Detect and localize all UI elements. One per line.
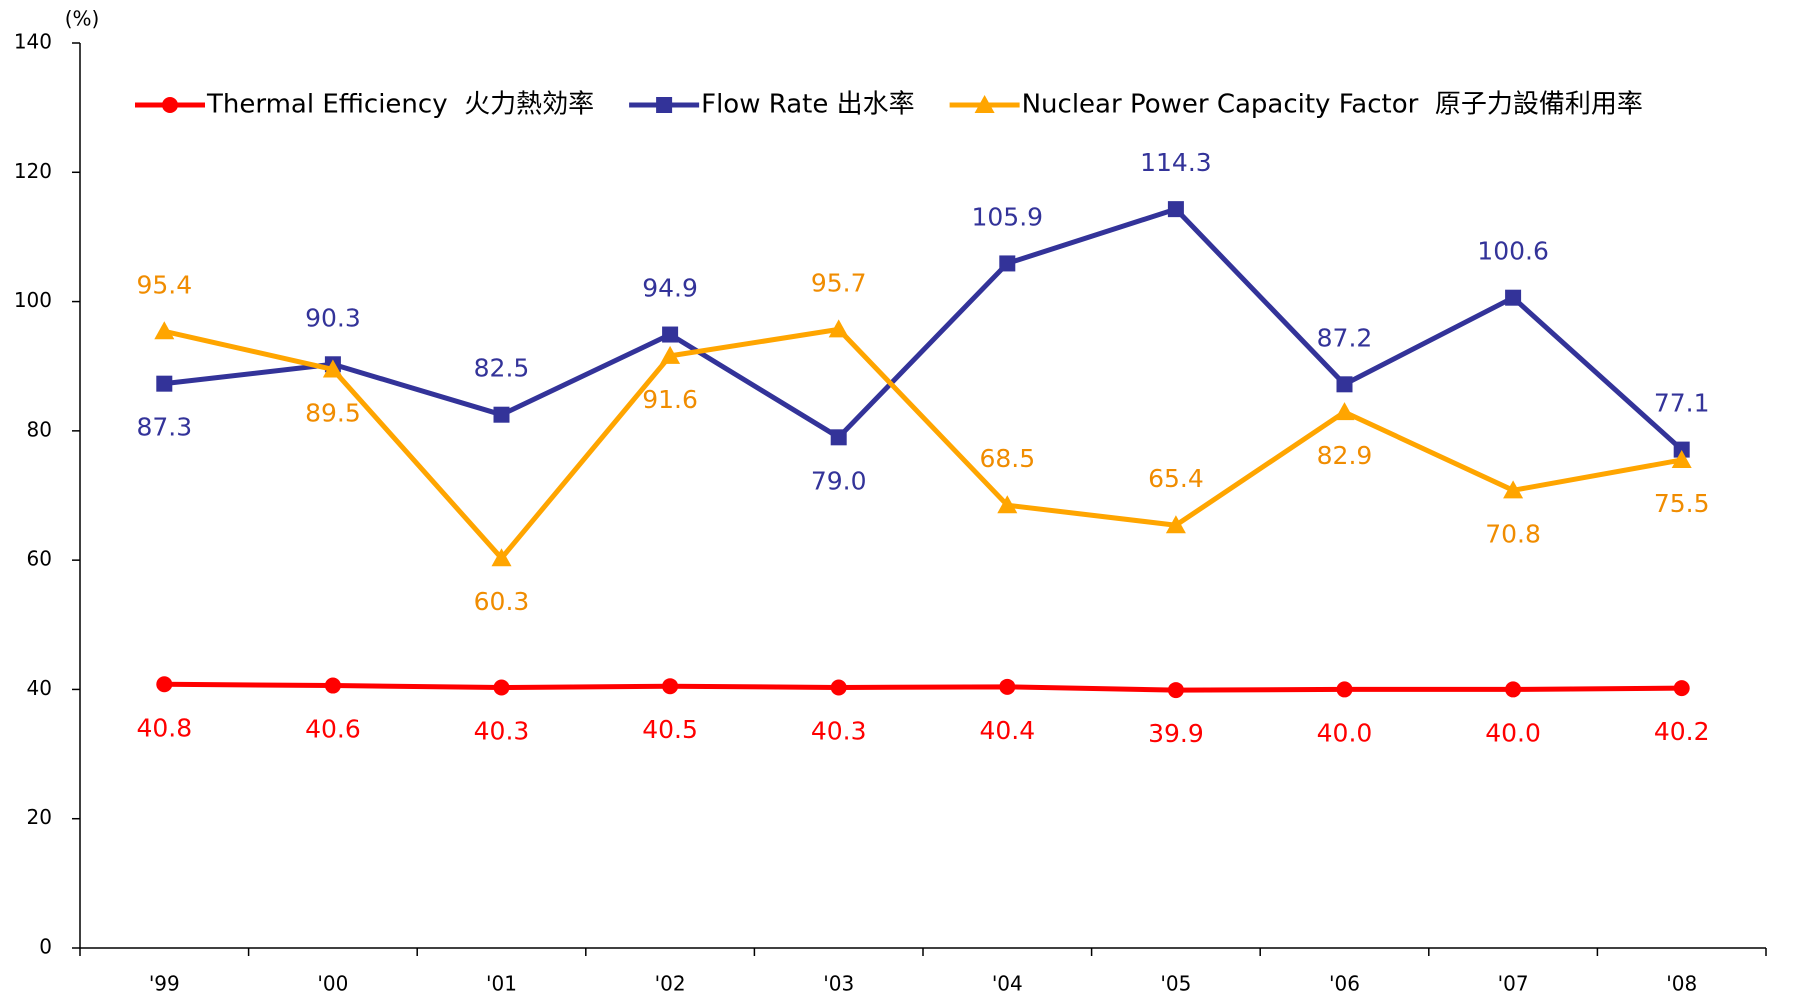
data-label: 40.0 — [1485, 718, 1541, 747]
y-tick-label: 100 — [14, 288, 52, 312]
x-tick-label: '05 — [1160, 972, 1191, 996]
marker — [1334, 402, 1355, 421]
data-label: 95.4 — [136, 270, 192, 299]
data-label: 60.3 — [474, 587, 530, 616]
data-label: 40.3 — [474, 716, 530, 745]
marker — [1336, 681, 1353, 698]
marker — [1505, 289, 1522, 306]
data-label: 94.9 — [642, 274, 698, 303]
marker — [656, 97, 673, 113]
series-line — [164, 681, 1682, 693]
data-label: 79.0 — [811, 466, 867, 495]
data-label: 91.6 — [642, 385, 698, 414]
marker — [1673, 680, 1690, 697]
y-tick-label: 0 — [39, 935, 52, 959]
data-label: 82.5 — [474, 354, 530, 383]
marker — [997, 495, 1018, 514]
y-tick-label: 140 — [14, 30, 52, 54]
data-label: 70.8 — [1485, 519, 1541, 548]
marker — [156, 676, 173, 693]
marker — [1673, 441, 1690, 458]
data-label: 114.3 — [1140, 148, 1212, 177]
marker — [662, 678, 679, 695]
x-tick-label: '01 — [486, 972, 517, 996]
marker — [660, 345, 681, 364]
y-tick-label: 120 — [14, 159, 52, 183]
data-label: 65.4 — [1148, 464, 1204, 493]
y-tick-label: 20 — [27, 805, 52, 829]
data-label: 87.3 — [136, 413, 192, 442]
marker — [491, 548, 512, 567]
marker — [828, 319, 849, 338]
data-label: 89.5 — [305, 398, 361, 427]
data-label: 40.0 — [1317, 718, 1373, 747]
y-tick-label: 40 — [27, 676, 52, 700]
data-label: 68.5 — [979, 444, 1035, 473]
marker — [830, 679, 847, 696]
legend-label: Nuclear Power Capacity Factor 原子力設備利用率 — [1022, 90, 1643, 120]
marker — [1167, 682, 1184, 699]
marker — [162, 97, 178, 113]
marker — [974, 95, 995, 113]
marker — [1167, 201, 1184, 218]
data-label: 100.6 — [1477, 237, 1549, 266]
marker — [493, 406, 510, 423]
marker — [999, 255, 1016, 272]
marker — [1503, 480, 1524, 499]
marker — [1165, 515, 1186, 534]
legend-label: Flow Rate 出水率 — [701, 90, 915, 120]
legend-label: Thermal Efficiency 火力熱効率 — [206, 90, 594, 120]
data-label: 40.4 — [979, 716, 1035, 745]
marker — [324, 677, 341, 694]
data-label: 40.8 — [136, 713, 192, 742]
data-label: 40.6 — [305, 715, 361, 744]
data-label: 105.9 — [972, 202, 1044, 231]
data-label: 40.2 — [1654, 717, 1710, 746]
y-tick-label: 80 — [27, 417, 52, 441]
data-label: 82.9 — [1317, 441, 1373, 470]
marker — [999, 678, 1016, 695]
x-tick-label: '06 — [1329, 972, 1360, 996]
marker — [493, 679, 510, 696]
marker — [662, 326, 679, 343]
series-line — [164, 206, 1684, 452]
x-tick-label: '03 — [823, 972, 854, 996]
data-label: 39.9 — [1148, 719, 1204, 748]
data-label: 95.7 — [811, 268, 867, 297]
marker — [154, 321, 175, 340]
x-tick-label: '08 — [1666, 972, 1697, 996]
marker — [156, 375, 173, 392]
marker — [322, 359, 343, 378]
data-label: 77.1 — [1654, 389, 1710, 418]
marker — [830, 429, 847, 446]
series-line — [163, 326, 1683, 561]
marker — [1336, 376, 1353, 393]
data-label: 40.5 — [642, 715, 698, 744]
data-label: 87.2 — [1317, 323, 1373, 352]
x-tick-label: '04 — [992, 972, 1023, 996]
data-label: 75.5 — [1654, 489, 1710, 518]
y-axis-label: (%) — [65, 7, 100, 31]
data-label: 40.3 — [811, 716, 867, 745]
x-tick-label: '02 — [655, 972, 686, 996]
y-tick-label: 60 — [27, 547, 52, 571]
marker — [1671, 449, 1692, 468]
x-tick-label: '99 — [149, 972, 180, 996]
marker — [1505, 681, 1522, 698]
x-tick-label: '07 — [1498, 972, 1529, 996]
x-tick-label: '00 — [317, 972, 348, 996]
data-label: 90.3 — [305, 303, 361, 332]
